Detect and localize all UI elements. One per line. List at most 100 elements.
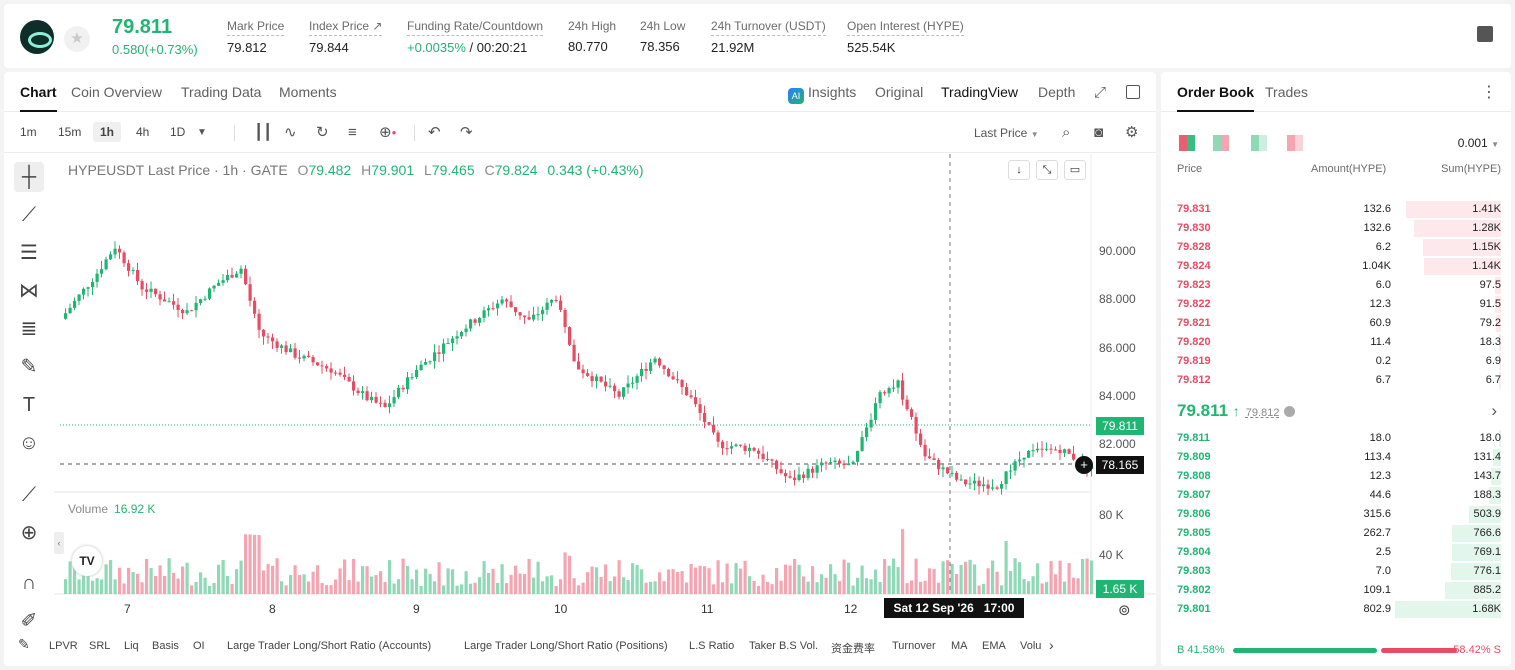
ask-row[interactable]: 79.823 6.0 97.5 xyxy=(1161,276,1511,295)
ask-row[interactable]: 79.831 132.6 1.41K xyxy=(1161,200,1511,219)
tab-moments[interactable]: Moments xyxy=(279,84,337,100)
ruler-icon[interactable]: ⟋ xyxy=(22,484,36,506)
bid-row[interactable]: 79.802 109.1 885.2 xyxy=(1161,581,1511,600)
ask-row[interactable]: 79.821 60.9 79.2 xyxy=(1161,314,1511,333)
ask-row[interactable]: 79.819 0.2 6.9 xyxy=(1161,352,1511,371)
interval-1d[interactable]: 1D xyxy=(170,125,186,139)
add-alert-icon[interactable]: + xyxy=(1075,456,1093,474)
more-icon[interactable]: ⋮ xyxy=(1481,84,1497,101)
ask-row[interactable]: 79.822 12.3 91.5 xyxy=(1161,295,1511,314)
stat-open-interest[interactable]: Open Interest (HYPE) 525.54K xyxy=(847,19,964,55)
pattern-icon[interactable]: ⋈ xyxy=(19,280,39,302)
stat-mark-price[interactable]: Mark Price 79.812 xyxy=(227,19,285,55)
tab-coin-overview[interactable]: Coin Overview xyxy=(71,84,163,100)
chevron-right-icon[interactable]: › xyxy=(1491,401,1497,420)
bid-row[interactable]: 79.805 262.7 766.6 xyxy=(1161,524,1511,543)
ask-row[interactable]: 79.830 132.6 1.28K xyxy=(1161,219,1511,238)
book-both-icon[interactable] xyxy=(1179,135,1195,151)
redo-icon[interactable]: ↷ xyxy=(460,124,473,141)
insights-button[interactable]: AI Insights xyxy=(788,84,856,104)
candle-body xyxy=(275,341,279,348)
precision-select[interactable]: 0.001 ▼ xyxy=(1457,136,1499,150)
chart-settings-icon[interactable]: ⊚ xyxy=(1118,602,1131,619)
settings-icon[interactable]: ⚙ xyxy=(1125,124,1139,141)
stat-index-price[interactable]: Index Price ↗ 79.844 xyxy=(309,19,383,55)
horizontal-lines-icon[interactable]: ☰ xyxy=(20,242,38,264)
arrow-down-icon[interactable]: ↓ xyxy=(1008,160,1030,180)
add-indicator-icon[interactable]: ⊕● xyxy=(379,124,397,141)
indicator-taker-vol[interactable]: Taker B.S Vol. xyxy=(749,640,819,652)
indicators-icon[interactable]: ∿ xyxy=(284,124,297,141)
view-original[interactable]: Original xyxy=(875,84,924,100)
ask-row[interactable]: 79.828 6.2 1.15K xyxy=(1161,238,1511,257)
fib-icon[interactable]: ≣ xyxy=(20,318,38,340)
ask-row[interactable]: 79.824 1.04K 1.14K xyxy=(1161,257,1511,276)
book-buys-icon[interactable] xyxy=(1251,135,1267,151)
stat-24h-turnover[interactable]: 24h Turnover (USDT) 21.92M xyxy=(711,19,826,55)
trendline-icon[interactable]: ⟋ xyxy=(22,204,36,226)
ask-row[interactable]: 79.812 6.7 6.7 xyxy=(1161,371,1511,390)
camera-icon[interactable]: ◙ xyxy=(1094,124,1104,141)
book-icon[interactable] xyxy=(1477,26,1493,42)
bid-row[interactable]: 79.803 7.0 776.1 xyxy=(1161,562,1511,581)
indicator-liq[interactable]: Liq xyxy=(124,640,139,652)
indicator-ema[interactable]: EMA xyxy=(982,640,1006,652)
templates-icon[interactable]: ≡ xyxy=(348,124,357,141)
bid-row[interactable]: 79.804 2.5 769.1 xyxy=(1161,543,1511,562)
bid-row[interactable]: 79.808 12.3 143.7 xyxy=(1161,467,1511,486)
bid-row[interactable]: 79.801 802.9 1.68K xyxy=(1161,600,1511,619)
tab-order-book[interactable]: Order Book xyxy=(1177,84,1255,112)
indicator-turnover[interactable]: Turnover xyxy=(892,640,936,652)
indicator-oi[interactable]: OI xyxy=(193,640,205,652)
candle-type-icon[interactable]: ┃┃ xyxy=(254,124,273,141)
interval-15m[interactable]: 15m xyxy=(58,125,82,139)
window-icon[interactable] xyxy=(1126,85,1140,99)
indicator-lt-accounts[interactable]: Large Trader Long/Short Ratio (Accounts) xyxy=(227,640,432,652)
tab-trades[interactable]: Trades xyxy=(1265,84,1309,100)
tab-chart[interactable]: Chart xyxy=(20,84,57,112)
stat-funding-rate[interactable]: Funding Rate/Countdown +0.0035% / 00:20:… xyxy=(407,19,544,55)
indicator-ls-ratio[interactable]: L.S Ratio xyxy=(689,640,735,652)
indicator-ma[interactable]: MA xyxy=(951,640,968,652)
emoji-icon[interactable]: ☺ xyxy=(18,432,40,454)
interval-1h[interactable]: 1h xyxy=(93,122,122,142)
book-sells-icon[interactable] xyxy=(1213,135,1229,151)
view-depth[interactable]: Depth xyxy=(1038,84,1076,100)
indicator-volume[interactable]: Volu xyxy=(1020,640,1042,652)
interval-1m[interactable]: 1m xyxy=(20,125,37,139)
bid-row[interactable]: 79.809 113.4 131.4 xyxy=(1161,448,1511,467)
indicator-lt-positions[interactable]: Large Trader Long/Short Ratio (Positions… xyxy=(464,640,668,652)
mid-price[interactable]: 79.811 ↑ 79.812 xyxy=(1177,401,1296,421)
interval-dropdown-icon[interactable]: ▼ xyxy=(197,127,207,138)
indicator-basis[interactable]: Basis xyxy=(152,640,179,652)
fullscreen-icon[interactable]: ⤢ xyxy=(1094,84,1107,101)
tab-trading-data[interactable]: Trading Data xyxy=(181,84,262,100)
zoom-in-icon[interactable]: ⊕ xyxy=(20,522,38,544)
collapse-icon[interactable]: ⤡ xyxy=(1036,160,1058,180)
collapse-sidebar-icon[interactable]: ‹ xyxy=(54,532,64,554)
view-tradingview[interactable]: TradingView xyxy=(941,84,1019,100)
compare-icon[interactable]: ↻ xyxy=(316,124,329,141)
bid-row[interactable]: 79.811 18.0 18.0 xyxy=(1161,429,1511,448)
brush-icon[interactable]: ✎ xyxy=(20,356,38,378)
maximize-icon[interactable]: ▭ xyxy=(1064,160,1086,180)
bid-row[interactable]: 79.806 315.6 503.9 xyxy=(1161,505,1511,524)
bid-row[interactable]: 79.807 44.6 188.3 xyxy=(1161,486,1511,505)
indicator-lpvr[interactable]: LPVR xyxy=(49,640,78,652)
price-source-select[interactable]: Last Price ▼ xyxy=(974,126,1039,140)
text-tool-icon[interactable]: T xyxy=(22,394,36,416)
search-icon[interactable]: ⌕ xyxy=(1062,124,1071,141)
pencil-lock-icon[interactable]: ✐ xyxy=(20,610,38,632)
pencil-icon[interactable]: ✎ xyxy=(18,636,30,652)
book-ratio-icon[interactable] xyxy=(1287,135,1303,151)
interval-4h[interactable]: 4h xyxy=(136,125,150,139)
undo-icon[interactable]: ↶ xyxy=(428,124,441,141)
indicator-srl[interactable]: SRL xyxy=(89,640,111,652)
ask-row[interactable]: 79.820 11.4 18.3 xyxy=(1161,333,1511,352)
indicator-funding[interactable]: 资金费率 xyxy=(831,643,875,655)
chevron-right-icon[interactable]: › xyxy=(1049,637,1054,653)
magnet-icon[interactable]: ∩ xyxy=(21,572,37,594)
favorite-star-icon[interactable]: ★ xyxy=(64,26,90,52)
candlestick-chart[interactable]: HYPEUSDT Last Price · 1h · GATE O79.482 … xyxy=(54,154,1156,666)
crosshair-icon[interactable]: ┼ xyxy=(14,162,44,192)
